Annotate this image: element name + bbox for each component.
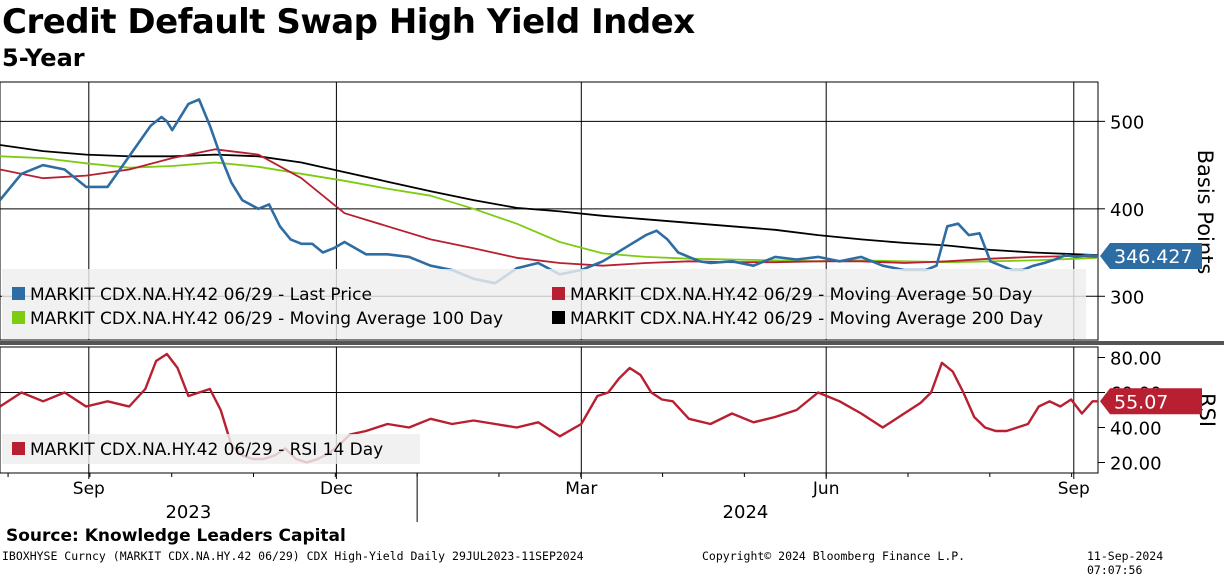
x-tick-label: Dec	[320, 479, 353, 499]
rsi-y-tick-label: 20.00	[1110, 454, 1162, 475]
main-y-tick-label: 400	[1110, 200, 1144, 221]
x-tick-label: Mar	[565, 479, 597, 499]
copyright: Copyright© 2024 Bloomberg Finance L.P.	[702, 549, 966, 563]
legend-entry: MARKIT CDX.NA.HY.42 06/29 - Moving Avera…	[570, 309, 1043, 329]
main-panel-frame	[0, 81, 1099, 341]
chart-subtitle: 5-Year	[2, 44, 85, 72]
legend-entry: MARKIT CDX.NA.HY.42 06/29 - Last Price	[30, 285, 372, 305]
main-y-tick-label: 300	[1110, 287, 1144, 308]
legend-swatch	[12, 311, 25, 324]
rsi-last-value-tag: 55.07	[1114, 391, 1168, 413]
rsi-panel-frame	[0, 346, 1099, 474]
legend-entry: MARKIT CDX.NA.HY.42 06/29 - Moving Avera…	[30, 309, 503, 329]
legend-entry: MARKIT CDX.NA.HY.42 06/29 - Moving Avera…	[570, 285, 1032, 305]
series-line-moving-average-200-day	[0, 144, 1099, 257]
source-label: Source: Knowledge Leaders Capital	[6, 526, 346, 546]
rsi-legend-box	[2, 434, 420, 464]
last-price-tag: 346.427	[1114, 246, 1193, 268]
rsi-y-tick-label: 80.00	[1110, 349, 1162, 370]
ticker-info: IBOXHYSE Curncy (MARKIT CDX.NA.HY.42 06/…	[2, 549, 584, 563]
legend-swatch	[552, 287, 565, 300]
series-line-rsi-14-day	[0, 352, 1098, 464]
rsi-y-tick-label: 40.00	[1110, 419, 1162, 440]
x-tick-label: Sep	[1058, 479, 1090, 499]
main-legend-box	[2, 269, 1086, 339]
year-label: 2023	[165, 502, 211, 523]
panel-divider	[0, 341, 1224, 345]
legend-swatch	[552, 311, 565, 324]
legend-swatch	[12, 442, 25, 455]
last-price-tag-bg	[1100, 243, 1202, 270]
timestamp: 11-Sep-2024 07:07:56	[1087, 549, 1164, 577]
rsi-last-value-tag-bg	[1100, 388, 1202, 415]
series-line-moving-average-50-day	[0, 148, 1099, 267]
chart-title: Credit Default Swap High Yield Index	[2, 2, 695, 42]
x-tick-label: Jun	[812, 479, 840, 499]
x-tick-label: Sep	[73, 479, 105, 499]
legend-swatch	[12, 287, 25, 300]
year-label: 2024	[723, 502, 769, 523]
legend-entry: MARKIT CDX.NA.HY.42 06/29 - RSI 14 Day	[30, 440, 383, 460]
series-line-last-price	[0, 98, 1099, 285]
main-y-tick-label: 500	[1110, 112, 1144, 133]
